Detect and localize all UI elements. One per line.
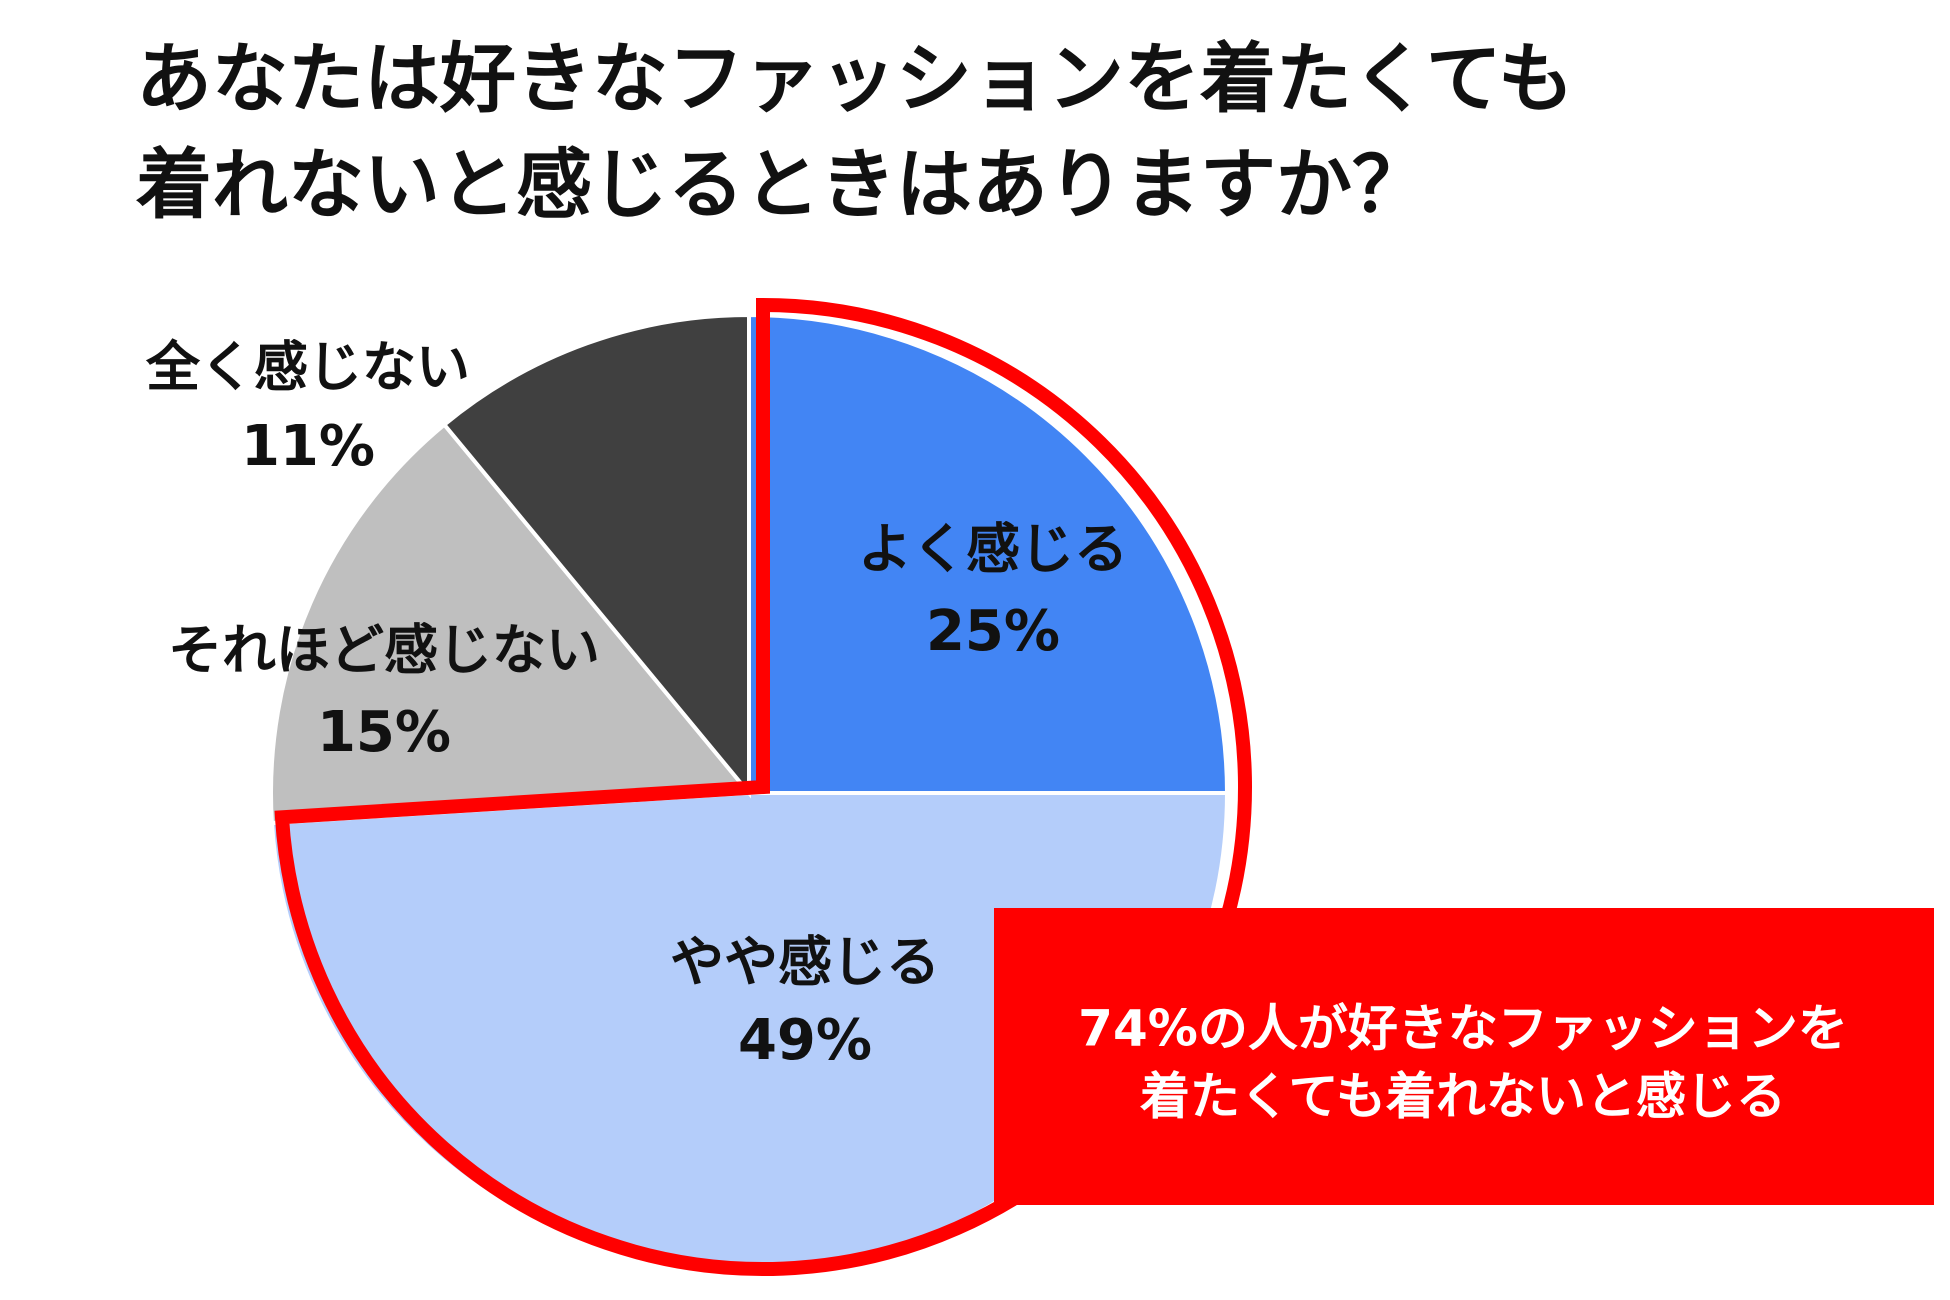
- annotation-text: 着たくても着れないと感じる: [1140, 1068, 1786, 1126]
- value-label: 15%: [317, 700, 451, 765]
- pie-slice: [269, 421, 754, 826]
- chart-title: 着れないと感じるときはありますか？: [136, 140, 1428, 229]
- value-label: 25%: [926, 599, 1060, 664]
- annotation-box: [994, 908, 1934, 1205]
- pie-slice: [441, 312, 751, 799]
- pie-slice: [747, 312, 1230, 795]
- chart-title: あなたは好きなファッションを着たくても: [136, 34, 1574, 123]
- slice-label: それほど感じない: [168, 619, 600, 682]
- value-label: 49%: [738, 1008, 872, 1073]
- slice-label: 全く感じない: [145, 336, 470, 399]
- value-label: 11%: [241, 414, 375, 479]
- annotation-text: 74%の人が好きなファッションを: [1078, 1000, 1848, 1058]
- slice-label: よく感じる: [858, 518, 1128, 581]
- slice-label: やや感じる: [670, 931, 940, 994]
